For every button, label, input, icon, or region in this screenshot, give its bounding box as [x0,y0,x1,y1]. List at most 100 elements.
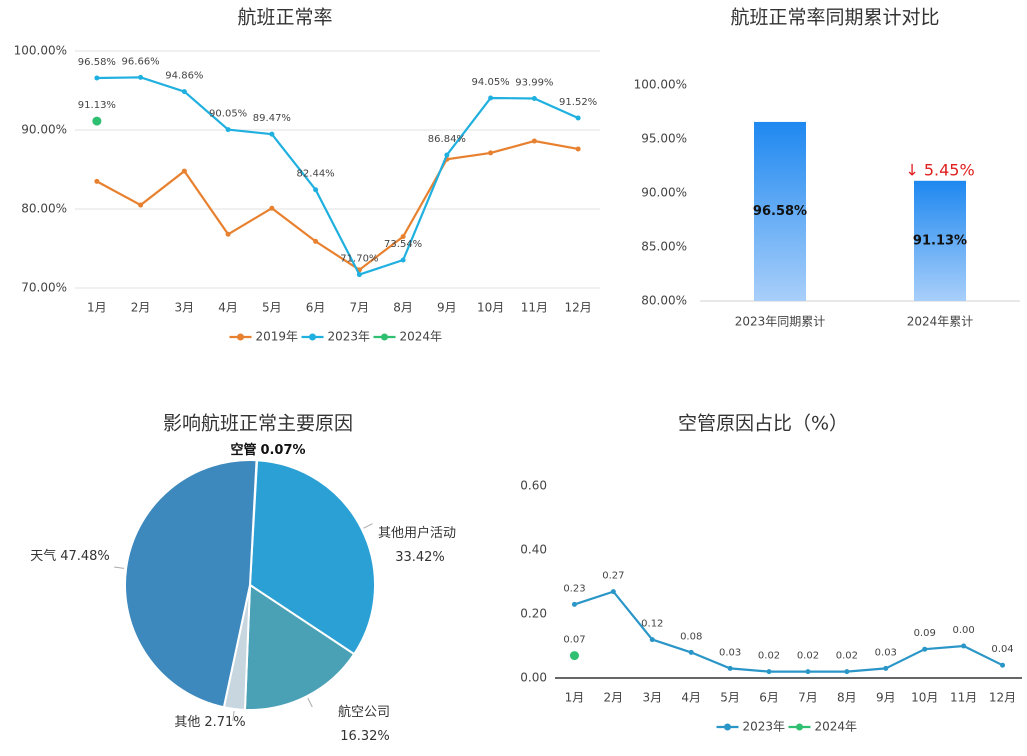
data-point [400,234,406,240]
series-line [96,76,579,276]
legend-label: 2019年 [256,330,299,344]
data-point [649,637,655,643]
data-point [181,89,187,95]
data-label: 0.02 [797,651,819,662]
data-label: 91.52% [559,97,597,108]
x-tick-label: 2023年同期累计 [735,315,826,329]
data-point [138,74,144,80]
y-tick-label: 0.60 [520,479,547,493]
data-point [961,643,967,649]
data-label: 0.27 [602,571,624,582]
legend-marker [309,333,316,341]
x-tick-label: 9月 [437,301,457,315]
y-tick-label: 100.00% [634,78,687,92]
data-point [531,138,537,144]
legend-marker [724,723,731,731]
data-point [805,669,811,675]
annotation: ↓ 5.45% [905,160,974,179]
data-point [883,665,889,671]
legend-label: 2024年 [815,720,858,734]
data-label: 96.58% [78,57,116,68]
legend-marker [381,333,388,341]
data-label: 86.84% [428,134,466,145]
data-label: 71.70% [340,254,378,265]
slice-name: 空管 [230,442,256,458]
data-point [531,95,537,101]
data-label: 0.23 [563,583,585,594]
y-tick-label: 80.00% [641,294,687,308]
legend-marker [237,333,244,341]
bar [754,121,806,301]
data-point [138,202,144,208]
y-tick-label: 70.00% [21,281,67,295]
data-point [400,257,406,263]
data-label: 96.66% [122,56,160,67]
data-label: 91.13% [78,100,116,111]
slice-name: 其他 [174,715,200,730]
slice-value: 2.71% [204,715,245,730]
data-point [844,669,850,675]
slice-name: 天气 [30,548,56,564]
data-label: 89.47% [253,113,291,124]
chart-title: 空管原因占比（%） [678,413,848,435]
leader-line [363,523,373,529]
x-tick-label: 5月 [720,691,740,705]
leader-line [232,710,235,721]
data-label: 0.00 [952,625,974,636]
data-point [269,205,275,211]
data-label: 0.04 [991,644,1013,655]
slice-label: 其他用户活动 33.42% [378,525,456,565]
data-label: 0.03 [875,647,897,658]
x-tick-label: 10月 [477,301,504,315]
x-tick-label: 5月 [262,301,282,315]
slice-label: 其他 2.71% [174,715,245,730]
data-point [94,75,100,81]
slice-value: 33.42% [395,550,445,565]
data-label: 0.02 [758,651,780,662]
data-label: 73.54% [384,239,422,250]
slice-value: 47.48% [60,549,110,564]
data-label: 93.99% [515,77,553,88]
y-tick-label: 0.40 [520,543,547,557]
data-point [181,168,187,174]
y-tick-label: 95.00% [641,132,687,146]
pie-slice [124,459,258,709]
x-tick-label: 11月 [950,691,977,705]
leader-line [114,566,125,569]
y-tick-label: 0.20 [520,607,547,621]
x-tick-label: 3月 [175,301,195,315]
legend-marker [796,723,803,731]
slice-label: 空管 0.07% [230,442,305,458]
data-label: 0.09 [914,628,936,639]
y-tick-label: 90.00% [21,123,67,137]
slice-label: 天气 47.48% [30,548,110,564]
x-tick-label: 4月 [218,301,238,315]
data-point [688,649,694,655]
data-label: 90.05% [209,109,247,120]
data-point [1000,662,1006,668]
series-line [96,139,579,272]
chart-title: 航班正常率 [237,7,332,29]
x-tick-label: 7月 [798,691,818,705]
x-tick-label: 6月 [306,301,326,315]
data-point [488,95,494,101]
x-tick-label: 12月 [564,301,591,315]
x-tick-label: 8月 [837,691,857,705]
data-point [92,116,102,126]
data-point [575,146,581,152]
y-tick-label: 100.00% [14,44,67,58]
x-tick-label: 11月 [521,301,548,315]
x-tick-label: 1月 [565,691,585,705]
x-tick-label: 3月 [642,691,662,705]
data-point [922,646,928,652]
x-tick-label: 2024年累计 [907,315,974,329]
data-label: 96.58% [753,204,807,219]
bar [914,180,966,301]
data-label: 94.86% [165,71,203,82]
data-point [488,150,494,156]
slice-value: 16.32% [340,729,390,744]
data-point [575,115,581,121]
x-tick-label: 2月 [604,691,624,705]
chart-title: 影响航班正常主要原因 [163,413,353,435]
data-point [569,651,579,661]
